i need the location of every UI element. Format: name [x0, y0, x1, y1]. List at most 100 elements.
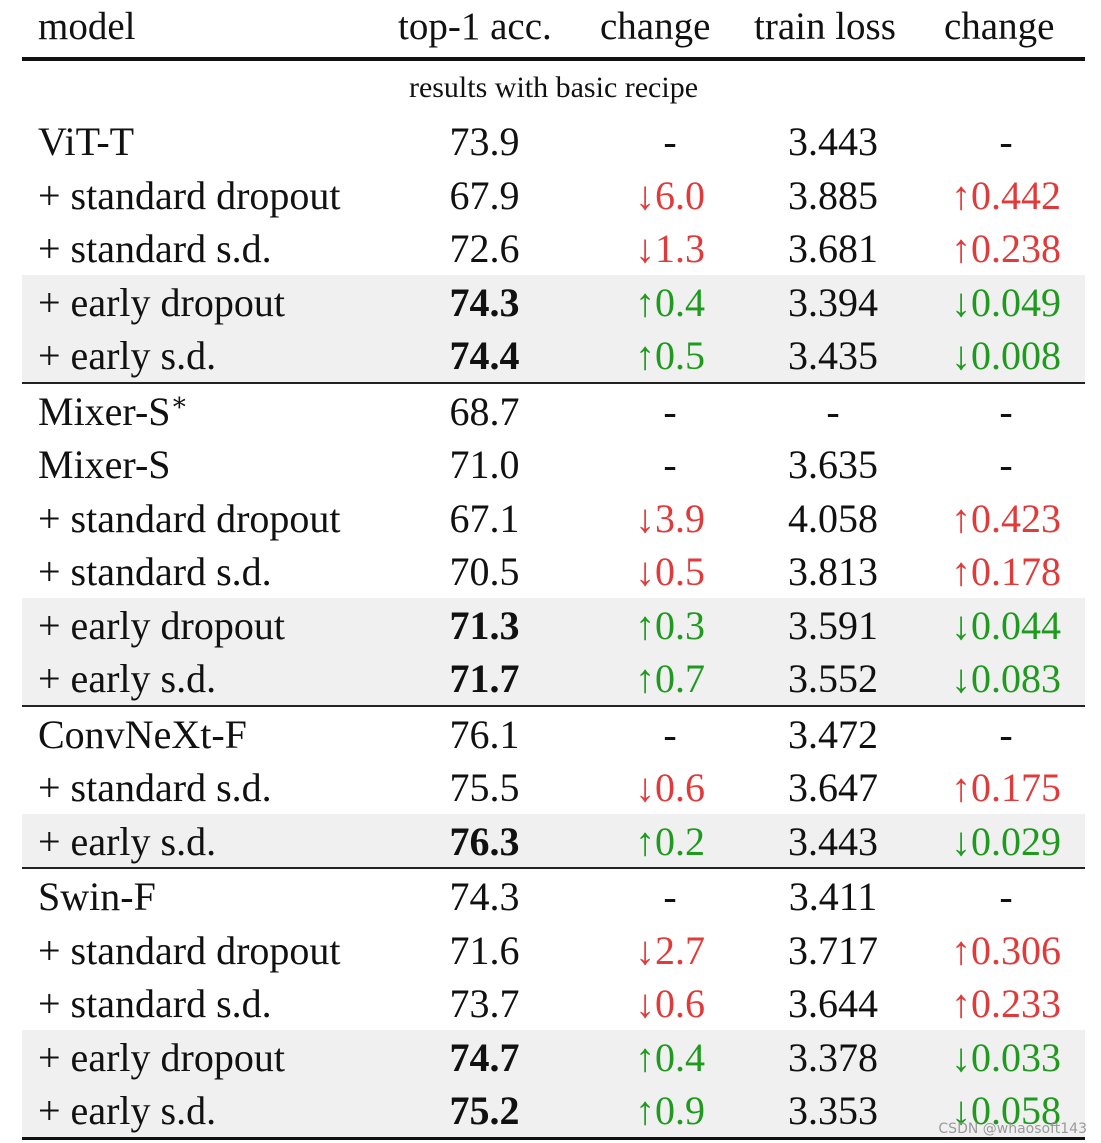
cell-top1-acc: 68.7 [449, 388, 520, 434]
cell-train-loss: 3.378 [788, 1034, 878, 1080]
table-row: + standard dropout 67.1 ↓3.9 4.058 ↑0.423 [22, 491, 1085, 545]
cell-loss-change: ↓0.058 [951, 1088, 1061, 1133]
table-body: ViT-T 73.9 - 3.443 - + standard dropout 67.9 ↓6… [22, 114, 1085, 1137]
cell-model: Swin-F [38, 874, 156, 919]
cell-top1-acc: 76.1 [449, 711, 520, 757]
cell-acc-change: ↓0.6 [635, 981, 705, 1026]
header-change-loss: change [944, 5, 1055, 48]
cell-train-loss: 3.813 [788, 549, 878, 594]
cell-train-loss: 3.353 [788, 1088, 878, 1133]
cell-model: + standard dropout [38, 172, 341, 218]
cell-acc-change: - [663, 442, 677, 487]
table-header: model top-1 acc. change train loss chang… [22, 0, 1085, 61]
cell-loss-change: ↓0.083 [951, 656, 1061, 701]
cell-model: + early s.d. [38, 656, 217, 701]
cell-top1-acc: 73.9 [449, 119, 520, 164]
cell-train-loss: 3.681 [788, 226, 878, 271]
cell-loss-change: ↑0.233 [951, 981, 1061, 1026]
cell-train-loss: 3.472 [788, 711, 878, 757]
cell-acc-change: ↑0.4 [635, 1034, 705, 1080]
cell-top1-acc: 72.6 [449, 226, 520, 271]
cell-loss-change: ↓0.049 [951, 279, 1061, 325]
cell-acc-change: - [663, 388, 677, 434]
table-row: + early dropout 71.3 ↑0.3 3.591 ↓0.044 [22, 597, 1085, 651]
cell-train-loss: 3.443 [788, 119, 878, 164]
cell-top1-acc: 71.3 [449, 602, 520, 648]
cell-top1-acc: 70.5 [449, 549, 520, 594]
table-subtitle: results with basic recipe [408, 71, 699, 104]
cell-top1-acc: 75.5 [449, 765, 520, 810]
cell-top1-acc: 71.6 [449, 927, 520, 973]
cell-acc-change: ↓3.9 [635, 495, 705, 541]
cell-model: + standard s.d. [38, 765, 272, 810]
cell-model: + early s.d. [38, 333, 217, 378]
cell-acc-change: ↓2.7 [635, 927, 705, 973]
table-row: + standard s.d. 73.7 ↓0.6 3.644 ↑0.233 [22, 976, 1085, 1030]
cell-loss-change: - [999, 711, 1013, 757]
cell-train-loss: 3.885 [788, 172, 878, 218]
header-train-loss: train loss [754, 5, 896, 48]
cell-top1-acc: 74.3 [449, 874, 520, 919]
cell-top1-acc: 76.3 [449, 818, 520, 864]
results-table: model top-1 acc. change train loss chang… [22, 0, 1085, 1140]
header-model: model [38, 5, 136, 48]
cell-train-loss: 3.647 [788, 765, 878, 810]
cell-train-loss: 3.717 [788, 927, 878, 973]
cell-acc-change: - [663, 874, 677, 919]
cell-model: + early s.d. [38, 818, 217, 864]
cell-train-loss: 3.591 [788, 602, 878, 648]
cell-model: + standard s.d. [38, 549, 272, 594]
cell-acc-change: ↑0.4 [635, 279, 705, 325]
table-row: + early s.d. 76.3 ↑0.2 3.443 ↓0.029 [22, 813, 1085, 867]
cell-model: ViT-T [38, 119, 135, 164]
cell-loss-change: - [999, 442, 1013, 487]
cell-acc-change: ↓0.5 [635, 549, 705, 594]
cell-acc-change: ↑0.3 [635, 602, 705, 648]
cell-top1-acc: 74.7 [449, 1034, 520, 1080]
table-row: + early s.d. 75.2 ↑0.9 3.353 ↓0.058 [22, 1083, 1085, 1137]
cell-loss-change: ↓0.044 [951, 602, 1061, 648]
table-row: + standard dropout 71.6 ↓2.7 3.717 ↑0.306 [22, 923, 1085, 977]
watermark: CSDN @whaosoft143 [938, 1121, 1087, 1137]
header-change-acc: change [600, 5, 711, 48]
cell-model: Mixer-S∗ [38, 387, 189, 434]
cell-top1-acc: 74.4 [449, 333, 520, 378]
cell-model: ConvNeXt-F [38, 711, 247, 757]
cell-model: + standard dropout [38, 495, 341, 541]
table-row: + standard s.d. 70.5 ↓0.5 3.813 ↑0.178 [22, 544, 1085, 598]
cell-top1-acc: 67.9 [449, 172, 520, 218]
cell-model-superscript: ∗ [170, 387, 189, 417]
cell-acc-change: - [663, 711, 677, 757]
table-row: + early dropout 74.7 ↑0.4 3.378 ↓0.033 [22, 1029, 1085, 1083]
cell-loss-change: ↑0.175 [951, 765, 1061, 810]
cell-loss-change: ↑0.423 [951, 495, 1061, 541]
cell-acc-change: ↓0.6 [635, 765, 705, 810]
table-row: Mixer-S∗ 68.7 - - - [22, 381, 1085, 438]
cell-loss-change: ↑0.238 [951, 226, 1061, 271]
cell-train-loss: 4.058 [788, 495, 878, 541]
cell-model: + standard dropout [38, 927, 341, 973]
table-row: ViT-T 73.9 - 3.443 - [22, 114, 1085, 168]
cell-top1-acc: 67.1 [449, 495, 520, 541]
table-row: ConvNeXt-F 76.1 - 3.472 - [22, 704, 1085, 761]
cell-top1-acc: 73.7 [449, 981, 520, 1026]
cell-acc-change: ↓1.3 [635, 226, 705, 271]
cell-model: + early dropout [38, 602, 285, 648]
table-row: Mixer-S 71.0 - 3.635 - [22, 437, 1085, 491]
cell-loss-change: ↑0.306 [951, 927, 1061, 973]
cell-train-loss: 3.411 [788, 874, 878, 919]
header-top1-acc: top-1 acc. [398, 5, 552, 48]
cell-model: + early dropout [38, 279, 285, 325]
cell-acc-change: ↑0.9 [635, 1088, 705, 1133]
table-row: + standard dropout 67.9 ↓6.0 3.885 ↑0.442 [22, 168, 1085, 222]
cell-model: + early dropout [38, 1034, 285, 1080]
cell-model: Mixer-S [38, 442, 171, 487]
cell-train-loss: 3.435 [788, 333, 878, 378]
cell-model: + standard s.d. [38, 981, 272, 1026]
cell-loss-change: - [999, 119, 1013, 164]
cell-model: + early s.d. [38, 1088, 217, 1133]
cell-loss-change: ↓0.008 [951, 333, 1061, 378]
table-row: + standard s.d. 75.5 ↓0.6 3.647 ↑0.175 [22, 760, 1085, 814]
bottom-rule [22, 1136, 1085, 1140]
cell-acc-change: ↑0.7 [635, 656, 705, 701]
